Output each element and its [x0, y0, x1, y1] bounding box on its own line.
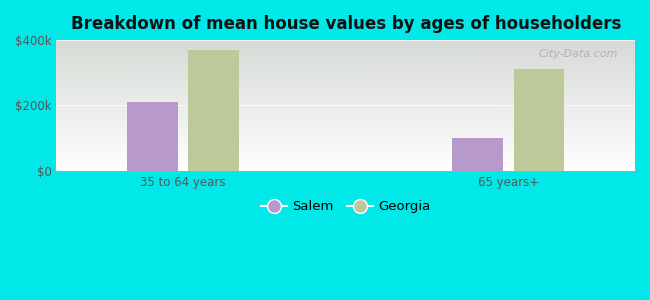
- Legend: Salem, Georgia: Salem, Georgia: [255, 195, 436, 219]
- Bar: [514, 70, 564, 171]
- Text: City-Data.com: City-Data.com: [538, 49, 617, 59]
- Bar: [452, 138, 503, 171]
- Bar: [188, 50, 239, 171]
- Bar: [127, 102, 177, 171]
- Title: Breakdown of mean house values by ages of householders: Breakdown of mean house values by ages o…: [71, 15, 621, 33]
